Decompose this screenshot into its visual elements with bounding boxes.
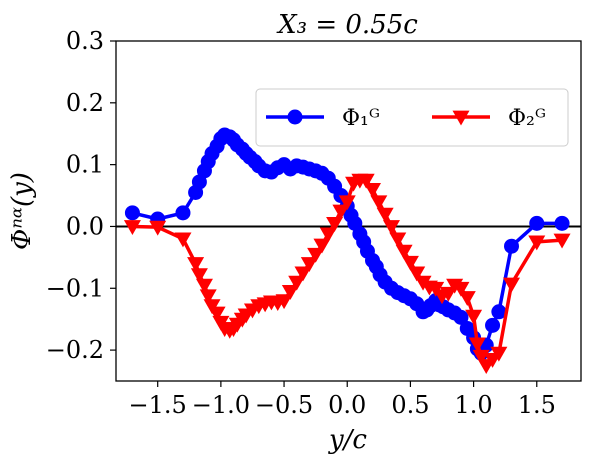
series-2-point [123,220,141,235]
legend-marker [287,109,303,125]
series-2-point [458,291,476,307]
series-2-point [364,182,382,198]
x-axis-label: y/c [328,425,367,455]
legend-entry-2: Φ₂ᴳ [432,106,546,131]
series-1 [124,127,570,361]
series-2-point [465,309,483,325]
x-tick-label: −1.5 [129,391,187,419]
legend-label: Φ₁ᴳ [342,106,380,131]
y-tick-label: 0.2 [66,89,104,117]
series-2-point [553,233,571,249]
series-1-point [504,238,520,254]
legend: Φ₁ᴳ Φ₂ᴳ [255,88,569,147]
series-1-point [491,304,507,320]
series-1-point [554,215,570,231]
series-2-point [503,277,521,293]
series-1-point [124,205,140,221]
series-2-point [528,235,546,251]
series-2-point [395,244,413,260]
legend-marker [452,110,470,126]
series-2-point [208,306,226,322]
y-tick-label: 0.1 [66,151,104,179]
series-2-point [452,281,470,297]
y-axis-label: Φⁿᵅ(y) [7,172,37,250]
series-2-point [376,207,394,223]
series-2 [123,173,571,375]
series-2-point [357,173,375,189]
series-2-point [294,266,312,282]
series-1-point [175,205,191,221]
series-2-point [190,268,208,284]
legend-label: Φ₂ᴳ [508,106,546,131]
x-tick-label: 1.0 [455,391,493,419]
series-2-point [408,266,426,282]
x-tick-label: −0.5 [255,391,313,419]
legend-box [255,88,569,147]
series-2-point [199,289,217,305]
series-1-point [453,309,469,325]
series-2-point [149,220,167,236]
series-2-point [307,247,325,263]
series-2-point [195,278,213,294]
axis-ticks: −1.5 −1.0 −0.5 0.0 0.5 1.0 1.5 −0.2 −0.1 0.0 0.1 0.… [46,27,556,419]
series-2-point [389,232,407,248]
plot-frame [115,40,582,382]
series-2-point [338,195,356,211]
x-tick-label: 1.5 [518,391,556,419]
series-1-point [485,317,501,333]
y-tick-label: 0.0 [66,212,104,240]
series-2-point [275,294,293,310]
x-tick-label: 0.5 [391,391,429,419]
series-2-point [300,257,318,273]
x-tick-label: −1.0 [192,391,250,419]
series-2-point [281,284,299,300]
series-2-point [370,195,388,211]
series-2-point [490,346,508,362]
series-2-point [187,257,205,273]
series-2-point [401,255,419,271]
series-2-point [313,238,331,254]
series-2-point [382,220,400,235]
series-2-point [332,204,350,220]
series-2-point [439,286,457,302]
series-2-point [174,232,192,248]
y-tick-label: −0.2 [46,336,104,364]
series-2-point [319,227,337,243]
series-1-point [529,215,545,231]
y-tick-label: −0.1 [46,274,104,302]
x-tick-label: 0.0 [328,391,366,419]
series-2-point [468,337,486,353]
y-tick-label: 0.3 [66,27,104,55]
legend-entry-1: Φ₁ᴳ [266,106,380,131]
series-2-point [288,275,306,291]
chart-title: X₃ = 0.55c [276,10,418,40]
series-2-point [326,216,344,232]
